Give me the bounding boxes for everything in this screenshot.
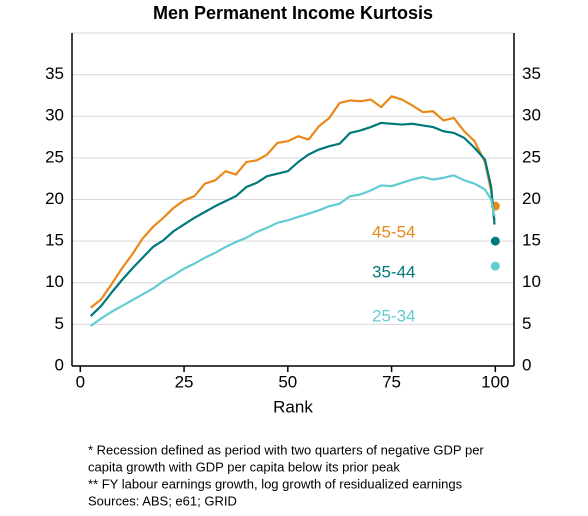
- end-point: [490, 236, 500, 246]
- series-line: [89, 121, 496, 317]
- series-label: 35-44: [372, 262, 415, 281]
- footnote: ** FY labour earnings growth, log growth…: [88, 476, 463, 491]
- y2-tick-label: 15: [522, 231, 541, 250]
- y-tick-label: 10: [45, 272, 64, 291]
- footnote: capita growth with GDP per capita below …: [88, 459, 400, 474]
- x-tick-label: 50: [278, 372, 297, 391]
- y-tick-label: 5: [55, 314, 64, 333]
- footnote: Sources: ABS; e61; GRID: [88, 493, 237, 508]
- end-point: [490, 261, 500, 271]
- x-tick-label: 0: [76, 372, 85, 391]
- y2-tick-label: 20: [522, 189, 541, 208]
- y-tick-label: 15: [45, 231, 64, 250]
- y2-tick-label: 35: [522, 64, 541, 83]
- x-tick-label: 75: [382, 372, 401, 391]
- series-line: [89, 95, 496, 309]
- y2-tick-label: 0: [522, 355, 531, 374]
- y-tick-label: 20: [45, 189, 64, 208]
- y2-tick-label: 10: [522, 272, 541, 291]
- y2-tick-label: 30: [522, 106, 541, 125]
- y-tick-label: 35: [45, 64, 64, 83]
- x-tick-label: 100: [481, 372, 509, 391]
- series-line: [90, 174, 496, 327]
- y2-tick-label: 5: [522, 314, 531, 333]
- y2-tick-label: 25: [522, 147, 541, 166]
- y-tick-label: 30: [45, 106, 64, 125]
- y-tick-label: 0: [55, 355, 64, 374]
- series-label: 25-34: [372, 306, 415, 325]
- y-tick-label: 25: [45, 147, 64, 166]
- footnote: * Recession defined as period with two q…: [88, 442, 484, 457]
- x-tick-label: 25: [175, 372, 194, 391]
- x-axis-label: Rank: [273, 397, 313, 416]
- series-label: 45-54: [372, 222, 415, 241]
- chart-title: Men Permanent Income Kurtosis: [153, 3, 433, 23]
